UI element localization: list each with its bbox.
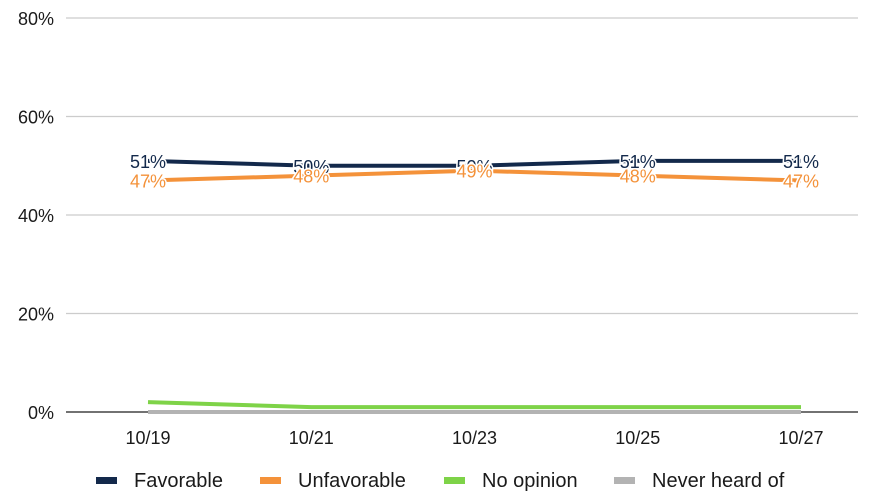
data-label: 49% xyxy=(456,162,492,182)
y-tick-label: 20% xyxy=(18,305,54,325)
y-tick-label: 80% xyxy=(18,9,54,29)
series-line-unfavorable xyxy=(147,168,802,183)
x-tick-label: 10/19 xyxy=(125,428,170,448)
x-tick-label: 10/21 xyxy=(289,428,334,448)
x-axis-tick-labels: 10/19 10/21 10/23 10/25 10/27 xyxy=(125,428,823,448)
data-label: 47% xyxy=(130,172,166,192)
gridlines xyxy=(66,17,858,315)
data-label: 50% xyxy=(456,157,492,177)
data-labels: 51% 50% 50% 51% 51%47% 48% 49% 48% 47% xyxy=(128,150,820,193)
x-tick-label: 10/25 xyxy=(615,428,660,448)
series-lines xyxy=(147,158,802,414)
legend-label: Never heard of xyxy=(652,470,785,492)
y-tick-label: 60% xyxy=(18,108,54,128)
y-tick-label: 0% xyxy=(28,403,54,423)
legend-swatch xyxy=(614,477,635,484)
x-tick-label: 10/23 xyxy=(452,428,497,448)
legend-label: Favorable xyxy=(134,470,223,492)
y-axis-tick-labels: 0% 20% 40% 60% 80% xyxy=(18,9,54,423)
x-tick-label: 10/27 xyxy=(778,428,823,448)
legend: Favorable Unfavorable No opinion Never hear… xyxy=(96,470,785,492)
legend-label: No opinion xyxy=(482,470,578,492)
legend-swatch xyxy=(96,477,117,484)
data-label: 50% xyxy=(293,157,329,177)
data-label: 48% xyxy=(293,167,329,187)
legend-swatch xyxy=(260,477,281,484)
data-label: 51% xyxy=(783,152,819,172)
data-label: 51% xyxy=(130,152,166,172)
data-label: 48% xyxy=(620,167,656,187)
data-label: 51% xyxy=(620,152,656,172)
series-line-no-opinion xyxy=(147,400,801,410)
legend-swatch xyxy=(444,477,465,484)
series-line-favorable xyxy=(147,158,801,168)
legend-label: Unfavorable xyxy=(298,470,406,492)
data-label: 47% xyxy=(783,172,819,192)
y-tick-label: 40% xyxy=(18,206,54,226)
